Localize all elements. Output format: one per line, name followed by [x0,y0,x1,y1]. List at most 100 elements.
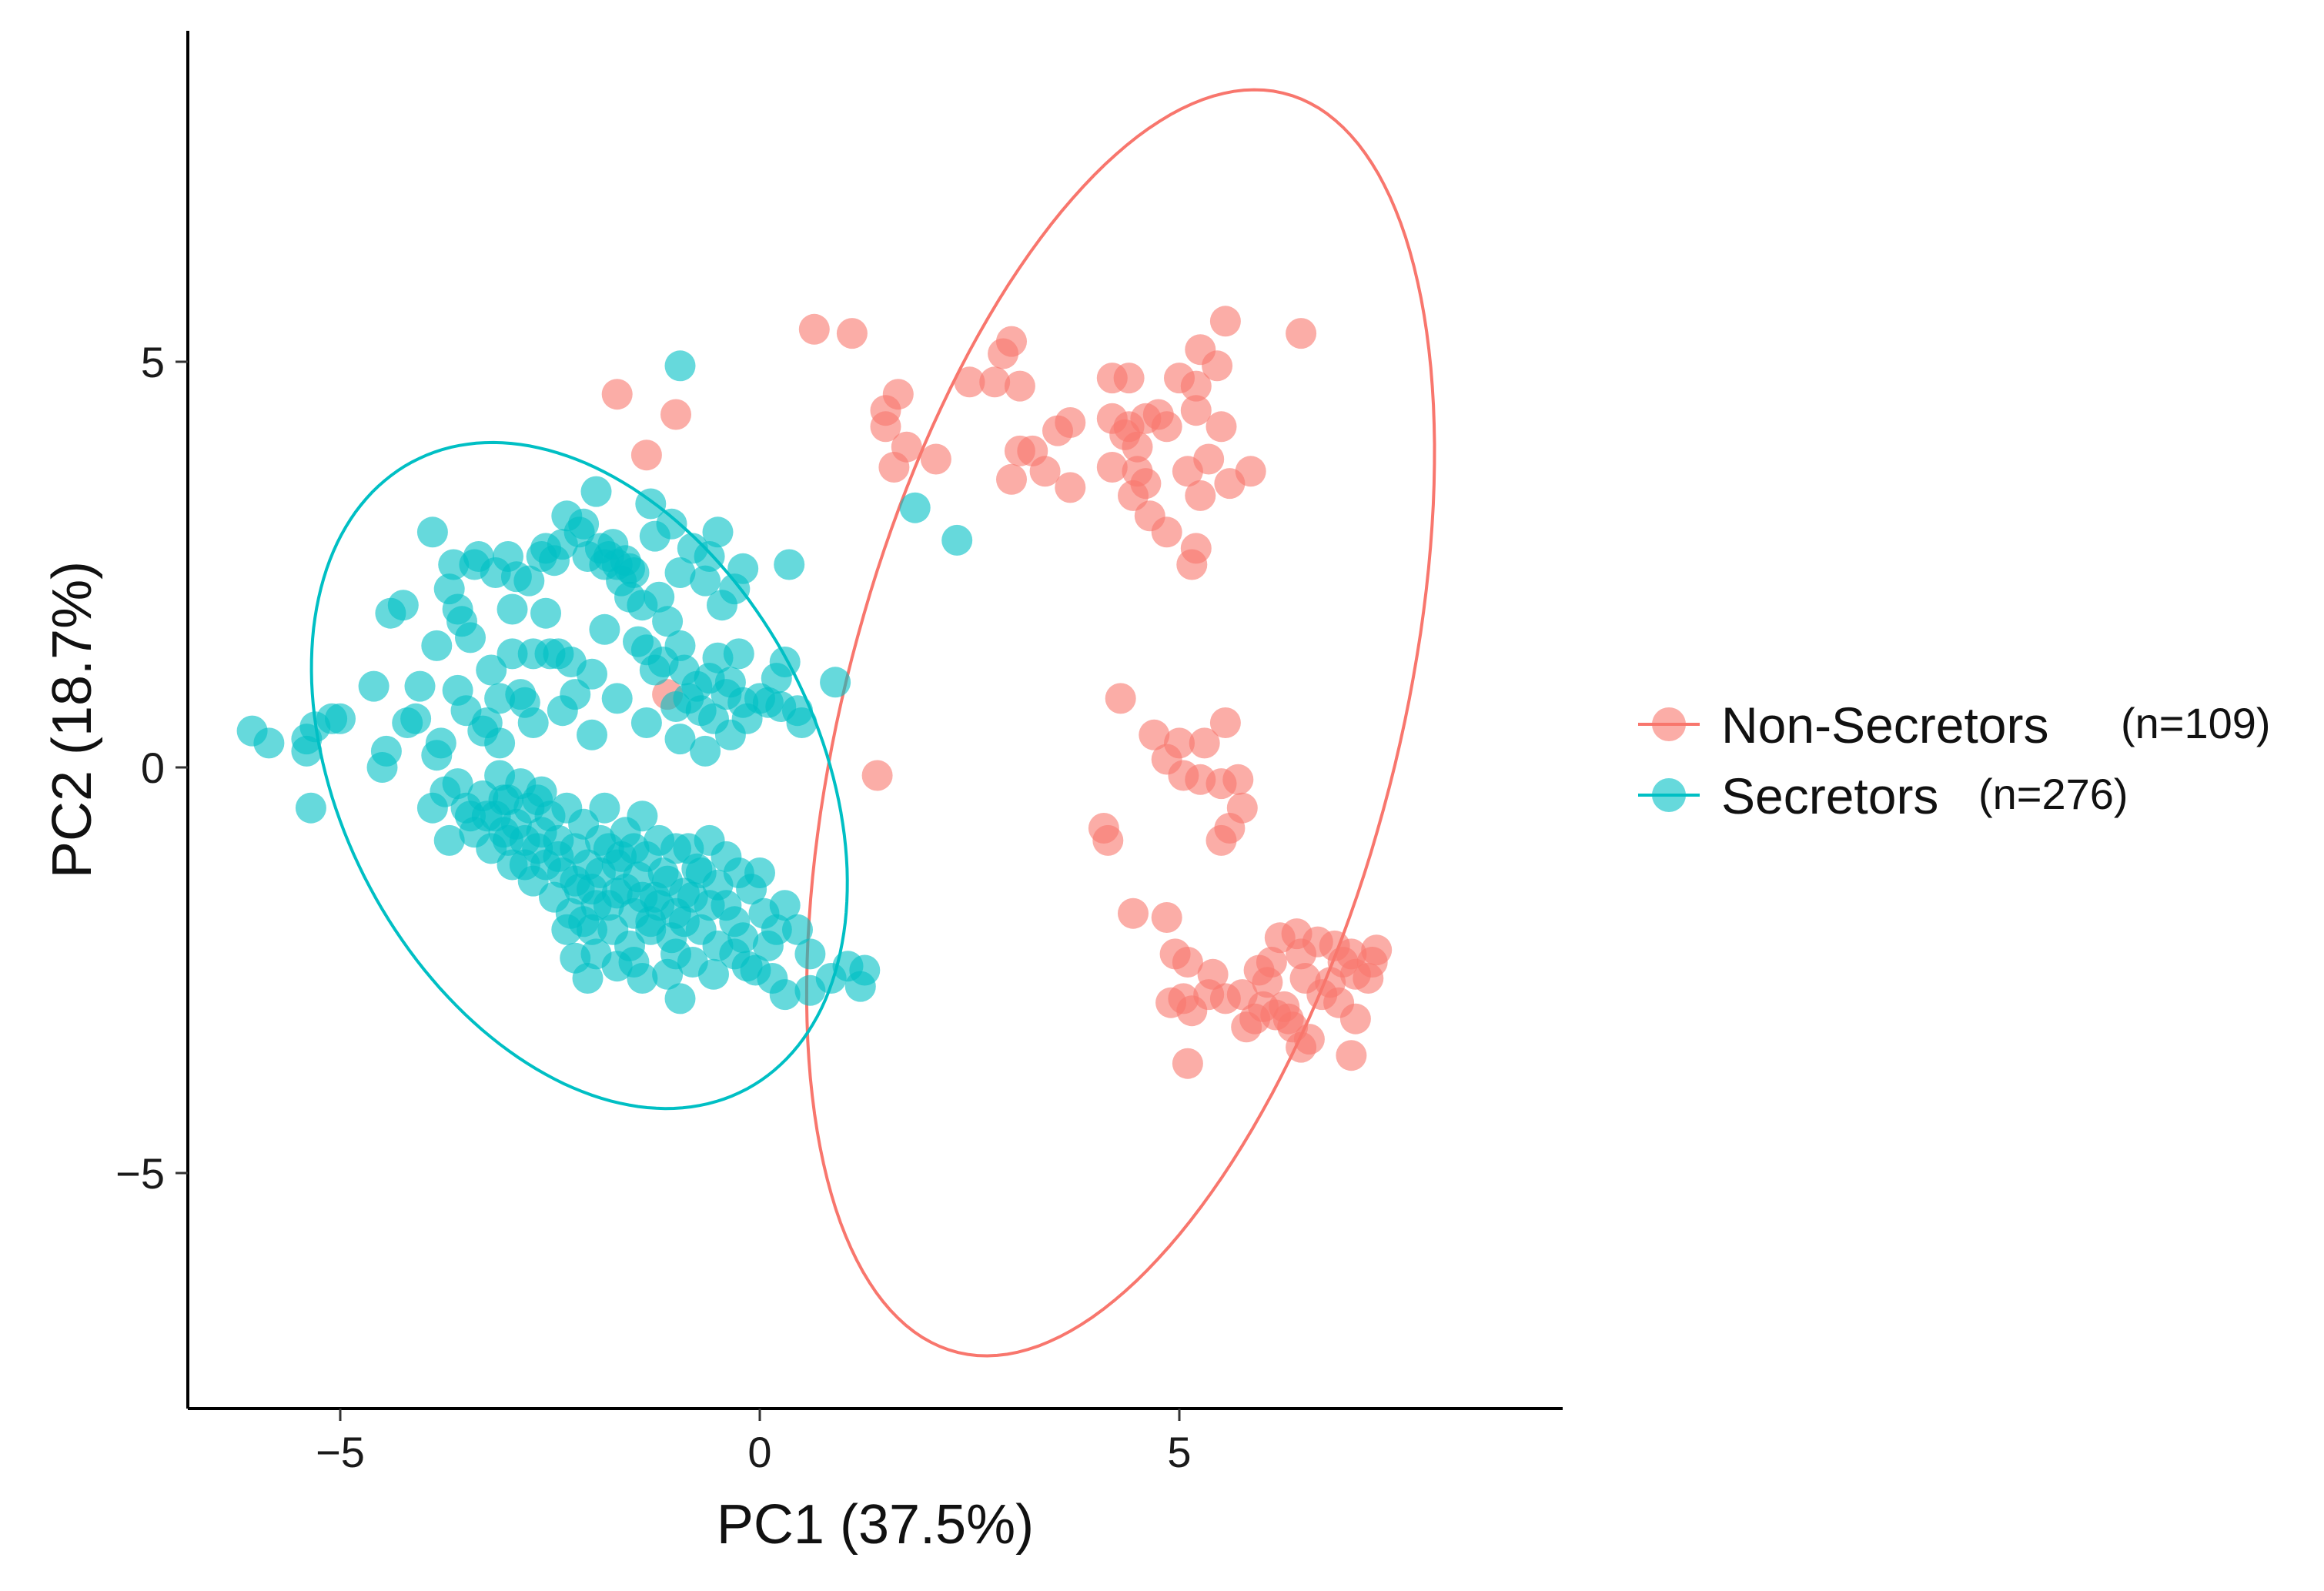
point-non-secretors [630,440,662,471]
point-non-secretors [1252,967,1283,998]
x-axis-ticks: −5 0 5 [316,1409,1192,1476]
point-non-secretors [1180,533,1212,564]
point-secretors [727,553,759,584]
point-secretors [614,581,645,613]
point-secretors [392,707,423,738]
point-non-secretors [1055,472,1086,503]
point-non-secretors [979,366,1011,398]
point-secretors [652,865,684,897]
point-secretors [593,890,624,921]
point-non-secretors [1118,897,1149,929]
point-secretors [358,670,390,702]
point-secretors [416,516,448,548]
x-tick-label: −5 [316,1428,365,1476]
point-secretors [442,674,473,706]
point-non-secretors [1336,1040,1367,1071]
y-tick-label: 5 [141,338,165,386]
point-non-secretors [1139,719,1170,750]
point-non-secretors [891,431,922,463]
scatter-point-layer [236,306,1393,1079]
y-axis-ticks: −5 0 5 [115,338,188,1198]
point-secretors [630,707,662,738]
point-secretors [577,658,607,690]
point-non-secretors [1130,468,1162,500]
point-secretors [517,707,549,738]
point-secretors [471,801,503,832]
point-non-secretors [1231,1011,1262,1043]
point-secretors [748,897,780,929]
point-non-secretors [660,399,691,430]
point-secretors [601,683,633,714]
point-non-secretors [1172,947,1203,978]
point-secretors [820,667,851,698]
point-secretors [627,881,658,913]
point-secretors [690,735,721,767]
point-non-secretors [861,760,893,791]
point-non-secretors [1205,411,1237,443]
legend-key-dot-non-secretors [1652,707,1686,741]
legend-label-non-secretors: Non-Secretors [1721,697,2049,754]
point-non-secretors [1105,683,1136,714]
point-non-secretors [1185,480,1216,511]
point-non-secretors [1092,824,1124,856]
x-tick-label: 5 [1167,1428,1191,1476]
point-non-secretors [870,411,901,443]
point-non-secretors [601,379,633,410]
ellipse-secretors [309,440,849,1111]
point-non-secretors [1222,764,1254,795]
point-non-secretors [1189,727,1220,759]
point-non-secretors [1277,1011,1309,1043]
point-non-secretors [1151,902,1182,933]
point-secretors [690,565,721,597]
point-secretors [618,557,650,588]
point-non-secretors [1180,370,1212,402]
point-non-secretors [1151,411,1182,443]
point-secretors [702,516,734,548]
point-secretors [786,707,818,738]
point-secretors [694,541,725,572]
point-secretors [433,824,465,856]
x-axis-title: PC1 (37.5%) [717,1494,1034,1556]
point-secretors [291,735,323,767]
point-secretors [526,817,557,848]
point-non-secretors [1004,370,1035,402]
point-secretors [295,792,326,824]
point-secretors [660,833,691,864]
point-secretors [714,719,746,750]
legend-label-secretors: Secretors [1721,767,1938,824]
point-non-secretors [1214,813,1246,844]
point-secretors [497,593,528,625]
point-secretors [774,549,805,580]
point-secretors [794,938,826,970]
legend-count-secretors: (n=276) [1978,770,2128,818]
point-non-secretors [1096,452,1128,483]
point-non-secretors [920,443,951,475]
point-secretors [416,792,448,824]
point-secretors [702,930,734,961]
point-non-secretors [1055,407,1086,438]
point-secretors [664,557,696,588]
point-non-secretors [1339,1003,1371,1034]
point-secretors [668,906,700,938]
point-non-secretors [1029,456,1061,487]
point-non-secretors [1151,516,1182,548]
point-non-secretors [1122,431,1153,463]
y-tick-label: 0 [141,744,165,792]
point-secretors [644,581,675,613]
point-secretors [455,622,486,653]
point-non-secretors [1180,395,1212,426]
point-secretors [941,524,973,556]
point-non-secretors [882,379,914,410]
point-secretors [577,719,607,750]
point-non-secretors [996,326,1027,357]
point-secretors [589,613,620,645]
point-secretors [685,857,717,888]
point-secretors [639,654,670,686]
point-secretors [568,508,600,540]
point-secretors [572,963,604,994]
point-secretors [493,824,523,856]
point-secretors [509,849,540,881]
point-secretors [404,670,436,702]
